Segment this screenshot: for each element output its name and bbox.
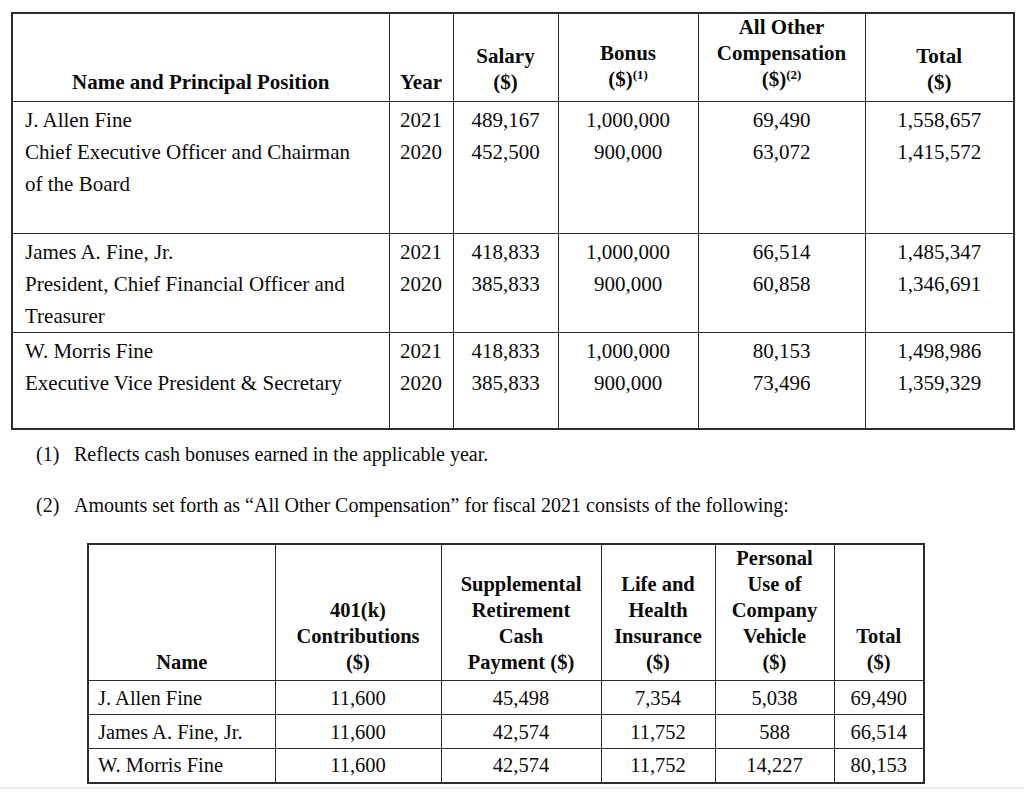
col-header-year: Year (389, 13, 453, 102)
name-position-cell: J. Allen Fine Chief Executive Officer an… (12, 102, 389, 234)
executive-title-line: Executive Vice President & Secretary (25, 367, 375, 399)
table-row-executive-2: James A. Fine, Jr. President, Chief Fina… (12, 234, 1014, 333)
executive-name: J. Allen Fine (25, 104, 375, 136)
breakdown-row-1: J. Allen Fine 11,600 45,498 7,354 5,038 … (88, 681, 924, 715)
salary-cell: 489,167 452,500 (453, 102, 558, 234)
name-cell: W. Morris Fine (88, 749, 275, 783)
footnote-1-marker: (1) (36, 441, 74, 467)
total-cell: 1,498,986 1,359,329 (865, 333, 1014, 429)
table-row-executive-3: W. Morris Fine Executive Vice President … (12, 333, 1014, 429)
summary-compensation-table: Name and Principal Position Year Salary … (11, 12, 1015, 430)
401k-cell: 11,600 (275, 681, 441, 715)
total-cell: 80,153 (834, 749, 924, 783)
executive-title-line: Chief Executive Officer and Chairman (25, 136, 375, 168)
executive-name: James A. Fine, Jr. (25, 236, 375, 268)
bonus-cell: 1,000,000 900,000 (558, 234, 698, 333)
col-header-total: Total ($) (834, 544, 924, 681)
all-other-compensation-cell: 80,153 73,496 (698, 333, 865, 429)
personal-vehicle-cell: 5,038 (715, 681, 834, 715)
all-other-compensation-cell: 69,490 63,072 (698, 102, 865, 234)
col-header-year-label: Year (390, 69, 453, 95)
salary-cell: 418,833 385,833 (453, 234, 558, 333)
name-cell: James A. Fine, Jr. (88, 715, 275, 749)
footnote-2-marker: (2) (36, 492, 74, 518)
breakdown-row-3: W. Morris Fine 11,600 42,574 11,752 14,2… (88, 749, 924, 783)
col-header-supplemental-retirement: Supplemental Retirement Cash Payment ($) (441, 544, 601, 681)
footnote-1-text: Reflects cash bonuses earned in the appl… (74, 443, 488, 465)
executive-title-line: Treasurer (25, 300, 375, 332)
supplemental-retirement-cell: 42,574 (441, 715, 601, 749)
executive-name: W. Morris Fine (25, 335, 375, 367)
supplemental-retirement-cell: 42,574 (441, 749, 601, 783)
total-cell: 66,514 (834, 715, 924, 749)
life-health-insurance-cell: 7,354 (601, 681, 715, 715)
col-header-401k-contributions: 401(k) Contributions ($) (275, 544, 441, 681)
all-other-compensation-cell: 66,514 60,858 (698, 234, 865, 333)
footnote-ref-1: (1) (633, 67, 648, 82)
footnote-2: (2)Amounts set forth as “All Other Compe… (36, 492, 996, 518)
breakdown-row-2: James A. Fine, Jr. 11,600 42,574 11,752 … (88, 715, 924, 749)
executive-title-line: President, Chief Financial Officer and (25, 268, 375, 300)
name-position-cell: W. Morris Fine Executive Vice President … (12, 333, 389, 429)
bonus-cell: 1,000,000 900,000 (558, 333, 698, 429)
personal-vehicle-cell: 588 (715, 715, 834, 749)
footnote-1: (1)Reflects cash bonuses earned in the a… (36, 441, 996, 467)
footnote-ref-2: (2) (786, 67, 801, 82)
name-position-cell: James A. Fine, Jr. President, Chief Fina… (12, 234, 389, 333)
salary-cell: 418,833 385,833 (453, 333, 558, 429)
document-page: Name and Principal Position Year Salary … (0, 0, 1024, 792)
life-health-insurance-cell: 11,752 (601, 715, 715, 749)
col-header-personal-vehicle: Personal Use of Company Vehicle ($) (715, 544, 834, 681)
table-row-executive-1: J. Allen Fine Chief Executive Officer an… (12, 102, 1014, 234)
col-header-life-health-insurance: Life and Health Insurance ($) (601, 544, 715, 681)
401k-cell: 11,600 (275, 749, 441, 783)
col-header-salary: Salary ($) (453, 13, 558, 102)
total-cell: 1,485,347 1,346,691 (865, 234, 1014, 333)
executive-title-line: of the Board (25, 168, 375, 200)
col-header-name-position: Name and Principal Position (12, 13, 389, 102)
personal-vehicle-cell: 14,227 (715, 749, 834, 783)
page-bottom-edge (0, 787, 1024, 789)
col-header-name: Name (88, 544, 275, 681)
breakdown-header-row: Name 401(k) Contributions ($) Supplement… (88, 544, 924, 681)
life-health-insurance-cell: 11,752 (601, 749, 715, 783)
footnote-2-text: Amounts set forth as “All Other Compensa… (74, 494, 789, 516)
401k-cell: 11,600 (275, 715, 441, 749)
col-header-name-position-label: Name and Principal Position (13, 69, 389, 95)
supplemental-retirement-cell: 45,498 (441, 681, 601, 715)
name-cell: J. Allen Fine (88, 681, 275, 715)
total-cell: 1,558,657 1,415,572 (865, 102, 1014, 234)
col-header-bonus: Bonus ($)(1) (558, 13, 698, 102)
total-cell: 69,490 (834, 681, 924, 715)
year-cell: 2021 2020 (389, 333, 453, 429)
col-header-total: Total ($) (865, 13, 1014, 102)
summary-header-row: Name and Principal Position Year Salary … (12, 13, 1014, 102)
year-cell: 2021 2020 (389, 102, 453, 234)
bonus-cell: 1,000,000 900,000 (558, 102, 698, 234)
year-cell: 2021 2020 (389, 234, 453, 333)
all-other-compensation-breakdown-table: Name 401(k) Contributions ($) Supplement… (87, 543, 925, 784)
col-header-all-other-compensation: All Other Compensation ($)(2) (698, 13, 865, 102)
